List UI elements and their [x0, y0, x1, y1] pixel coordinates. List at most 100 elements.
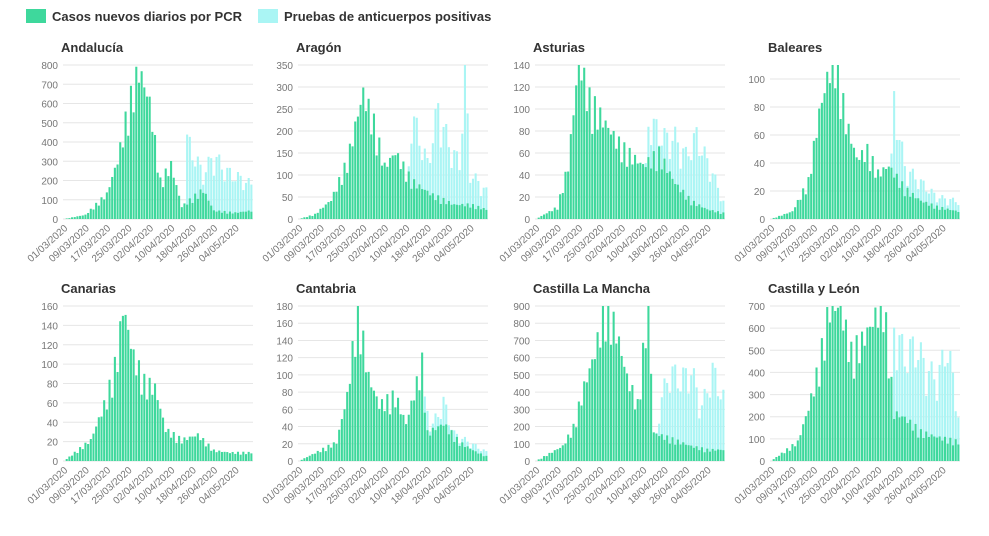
bar-anticuerpos — [695, 127, 698, 219]
bar-pcr — [335, 191, 338, 219]
bar-pcr — [113, 167, 116, 219]
chart-title: Andalucía — [61, 40, 124, 55]
bar-pcr — [628, 147, 631, 219]
chart-panel-4: Canarias02040608010012014016001/03/20200… — [26, 281, 253, 507]
y-tick-label: 100 — [276, 371, 293, 382]
bar-anticuerpos — [682, 148, 685, 219]
bar-pcr — [711, 210, 714, 219]
bar-pcr — [204, 193, 207, 219]
bar-pcr — [455, 204, 458, 219]
bar-pcr — [642, 342, 645, 461]
bar-pcr — [714, 212, 717, 219]
bar-anticuerpos — [418, 145, 421, 219]
y-tick-label: 100 — [748, 435, 765, 446]
bar-pcr — [548, 452, 551, 461]
bar-pcr — [87, 444, 90, 461]
bar-pcr — [866, 327, 869, 461]
bar-anticuerpos — [706, 393, 709, 461]
bar-pcr — [68, 456, 71, 461]
bar-pcr — [378, 137, 381, 219]
y-tick-label: 600 — [41, 100, 58, 111]
bar-pcr — [319, 452, 322, 461]
bar-pcr — [191, 202, 194, 219]
y-tick-label: 700 — [748, 302, 765, 313]
bar-pcr — [714, 450, 717, 461]
bar-pcr — [719, 213, 722, 219]
legend-item-anticuerpos[interactable]: Pruebas de anticuerpos positivas — [258, 9, 491, 24]
y-tick-label: 700 — [513, 336, 530, 347]
bar-pcr — [826, 71, 829, 220]
bar-pcr — [890, 167, 893, 219]
bar-pcr — [431, 193, 434, 219]
bar-pcr — [474, 209, 477, 219]
legend-swatch-pcr — [26, 9, 46, 23]
bar-anticuerpos — [413, 116, 416, 219]
bar-pcr — [207, 200, 210, 219]
bar-pcr — [671, 437, 674, 461]
y-tick-label: 140 — [276, 336, 293, 347]
bar-pcr — [540, 215, 543, 219]
bar-anticuerpos — [231, 181, 234, 219]
bar-anticuerpos — [938, 198, 941, 219]
bar-pcr — [658, 436, 661, 461]
bar-anticuerpos — [453, 150, 456, 219]
bar-pcr — [322, 447, 325, 461]
y-tick-label: 140 — [41, 321, 58, 332]
bar-pcr — [479, 453, 483, 461]
bar-pcr — [405, 424, 408, 461]
y-tick-label: 300 — [748, 391, 765, 402]
bar-pcr — [545, 456, 548, 461]
bar-pcr — [482, 456, 485, 461]
bar-pcr — [842, 330, 845, 461]
y-tick-label: 40 — [519, 171, 531, 182]
bar-pcr — [442, 197, 445, 219]
bar-anticuerpos — [687, 156, 690, 219]
y-tick-label: 160 — [276, 319, 293, 330]
bar-pcr — [831, 65, 834, 219]
bar-pcr — [121, 147, 124, 219]
bar-anticuerpos — [893, 327, 896, 461]
bar-pcr — [871, 156, 874, 219]
bar-anticuerpos — [479, 196, 483, 219]
bar-pcr — [634, 154, 637, 219]
y-tick-label: 0 — [759, 215, 765, 226]
bar-pcr — [823, 360, 826, 461]
bar-pcr — [903, 196, 906, 219]
bar-pcr — [687, 445, 690, 461]
bar-pcr — [338, 177, 341, 219]
bar-pcr — [543, 214, 546, 219]
bar-anticuerpos — [461, 133, 464, 219]
bar-pcr — [111, 176, 114, 219]
bar-pcr — [820, 338, 823, 461]
bar-anticuerpos — [186, 134, 189, 219]
bar-pcr — [914, 423, 917, 461]
y-tick-label: 100 — [276, 171, 293, 182]
bar-pcr — [722, 212, 725, 219]
bar-pcr — [650, 373, 653, 461]
bar-pcr — [909, 419, 912, 461]
bar-pcr — [869, 326, 872, 461]
bar-pcr — [330, 447, 333, 461]
bar-pcr — [941, 440, 944, 461]
bar-pcr — [129, 348, 132, 461]
bar-pcr — [858, 363, 861, 461]
y-tick-label: 60 — [282, 405, 294, 416]
bar-pcr — [818, 108, 821, 219]
legend-item-pcr[interactable]: Casos nuevos diarios por PCR — [26, 9, 242, 24]
bar-pcr — [170, 160, 173, 219]
bar-anticuerpos — [244, 182, 248, 219]
bar-pcr — [429, 195, 432, 219]
bar-pcr — [708, 210, 712, 219]
y-tick-label: 160 — [41, 302, 58, 313]
bar-anticuerpos — [207, 156, 210, 219]
bar-anticuerpos — [954, 202, 957, 219]
bar-pcr — [316, 450, 319, 461]
y-tick-label: 0 — [287, 215, 293, 226]
bar-pcr — [434, 430, 437, 461]
bar-anticuerpos — [247, 178, 250, 219]
bar-pcr — [220, 212, 223, 219]
bar-pcr — [679, 192, 682, 219]
bar-pcr — [676, 439, 679, 461]
bar-pcr — [71, 455, 74, 461]
y-tick-label: 80 — [519, 127, 531, 138]
